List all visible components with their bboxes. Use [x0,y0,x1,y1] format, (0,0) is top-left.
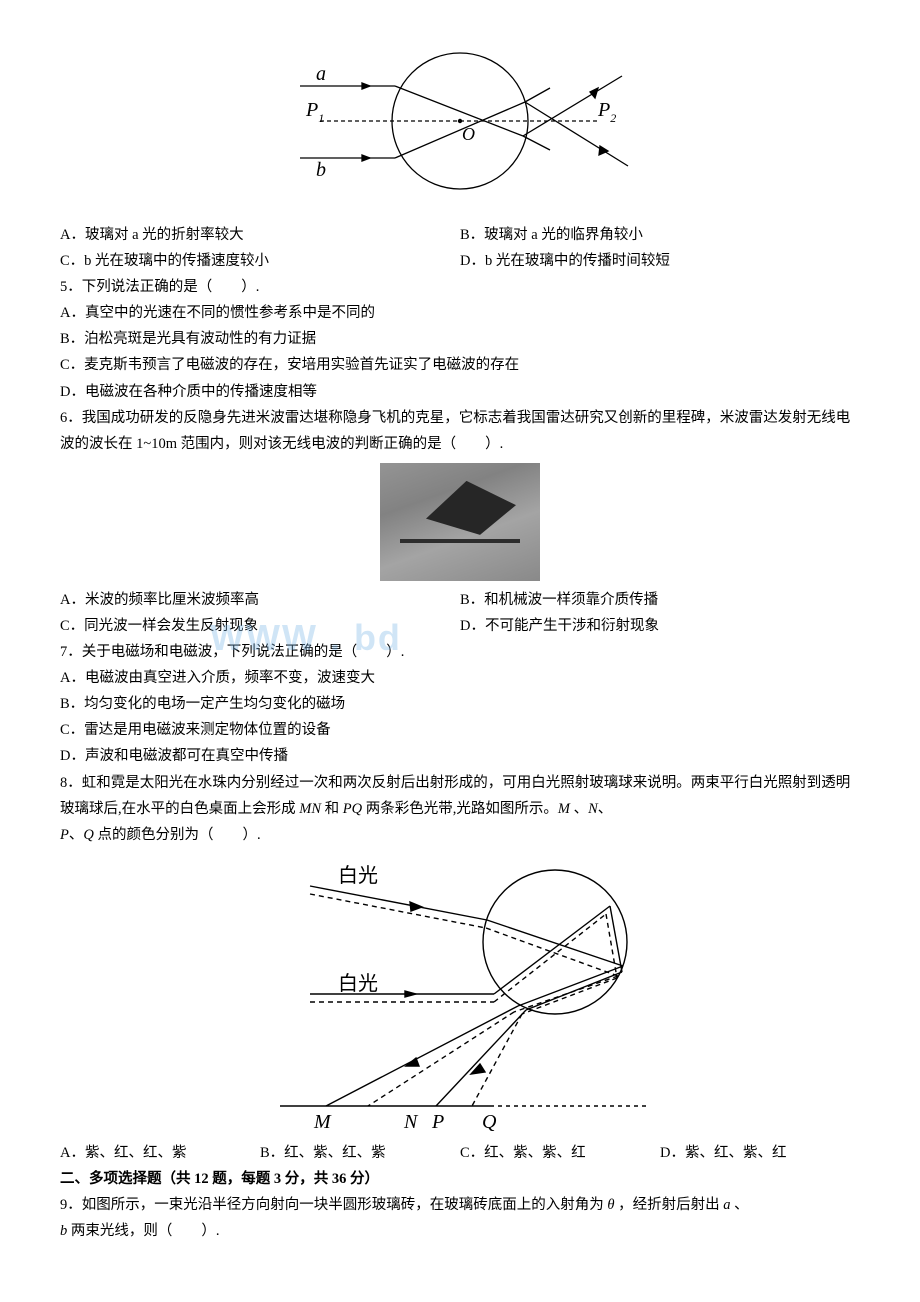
label-Q: Q [482,1111,497,1133]
label-P: P [431,1111,444,1133]
q8-stem-line2: P、Q 点的颜色分别为（ ）. [60,822,860,848]
q8-opt-A: A．紫、红、红、紫 [60,1140,260,1166]
label-P2: P2 [597,99,616,125]
q6-opt-A: A．米波的频率比厘米波频率高 [60,587,460,613]
q8-stem: 8．虹和霓是太阳光在水珠内分别经过一次和两次反射后出射形成的，可用白光照射玻璃球… [60,770,860,822]
radar-image [380,463,540,581]
label-b: b [316,159,326,181]
label-a: a [316,63,326,85]
q9-stem: 9．如图所示，一束光沿半径方向射向一块半圆形玻璃砖，在玻璃砖底面上的入射角为 θ… [60,1192,860,1218]
q6-opt-C: C．同光波一样会发生反射现象 [60,613,460,639]
q5-opt-B: B．泊松亮斑是光具有波动性的有力证据 [60,326,860,352]
q5-opt-A: A．真空中的光速在不同的惯性参考系中是不同的 [60,300,860,326]
white-light-2: 白光 [338,972,378,995]
label-O: O [462,124,475,144]
q4-opt-B: B．玻璃对 a 光的临界角较小 [460,222,860,248]
label-N: N [403,1111,419,1133]
label-M: M [313,1111,332,1133]
q6-figure [60,463,860,581]
q7-opt-B: B．均匀变化的电场一定产生均匀变化的磁场 [60,691,860,717]
q4-figure: a b P1 P2 O [60,26,860,216]
white-light-1: 白光 [338,864,378,887]
section2-heading: 二、多项选择题（共 12 题，每题 3 分，共 36 分） [60,1166,860,1192]
q7-opt-D: D．声波和电磁波都可在真空中传播 [60,743,860,769]
q6-opt-D: D．不可能产生干涉和衍射现象 [460,613,860,639]
q8-svg: 白光 白光 M N P Q [210,854,710,1134]
q8-opt-C: C．红、紫、紫、红 [460,1140,660,1166]
q7-stem: 7．关于电磁场和电磁波，下列说法正确的是（ ）. [60,639,860,665]
q7-opt-A: A．电磁波由真空进入介质，频率不变，波速变大 [60,665,860,691]
q4-options-row1: A．玻璃对 a 光的折射率较大 B．玻璃对 a 光的临界角较小 [60,222,860,248]
q4-svg: a b P1 P2 O [250,26,670,216]
q7-opt-C: C．雷达是用电磁波来测定物体位置的设备 [60,717,860,743]
q6-stem: 6．我国成功研发的反隐身先进米波雷达堪称隐身飞机的克星，它标志着我国雷达研究又创… [60,405,860,457]
q5-opt-C: C．麦克斯韦预言了电磁波的存在，安培用实验首先证实了电磁波的存在 [60,352,860,378]
q4-opt-D: D．b 光在玻璃中的传播时间较短 [460,248,860,274]
label-P1: P1 [305,99,324,125]
q6-opt-B: B．和机械波一样须靠介质传播 [460,587,860,613]
q8-opt-B: B．红、紫、红、紫 [260,1140,460,1166]
q6-options-row1: A．米波的频率比厘米波频率高 B．和机械波一样须靠介质传播 [60,587,860,613]
q9-stem-line2: b 两束光线，则（ ）. [60,1218,860,1244]
q8-opt-D: D．紫、红、紫、红 [660,1140,860,1166]
q4-opt-A: A．玻璃对 a 光的折射率较大 [60,222,460,248]
q4-opt-C: C．b 光在玻璃中的传播速度较小 [60,248,460,274]
q5-stem: 5．下列说法正确的是（ ）. [60,274,860,300]
q6-options-row2: C．同光波一样会发生反射现象 D．不可能产生干涉和衍射现象 [60,613,860,639]
q5-opt-D: D．电磁波在各种介质中的传播速度相等 [60,379,860,405]
q8-options-row: A．紫、红、红、紫 B．红、紫、红、紫 C．红、紫、紫、红 D．紫、红、紫、红 [60,1140,860,1166]
q8-figure: 白光 白光 M N P Q [60,854,860,1134]
q4-options-row2: C．b 光在玻璃中的传播速度较小 D．b 光在玻璃中的传播时间较短 [60,248,860,274]
